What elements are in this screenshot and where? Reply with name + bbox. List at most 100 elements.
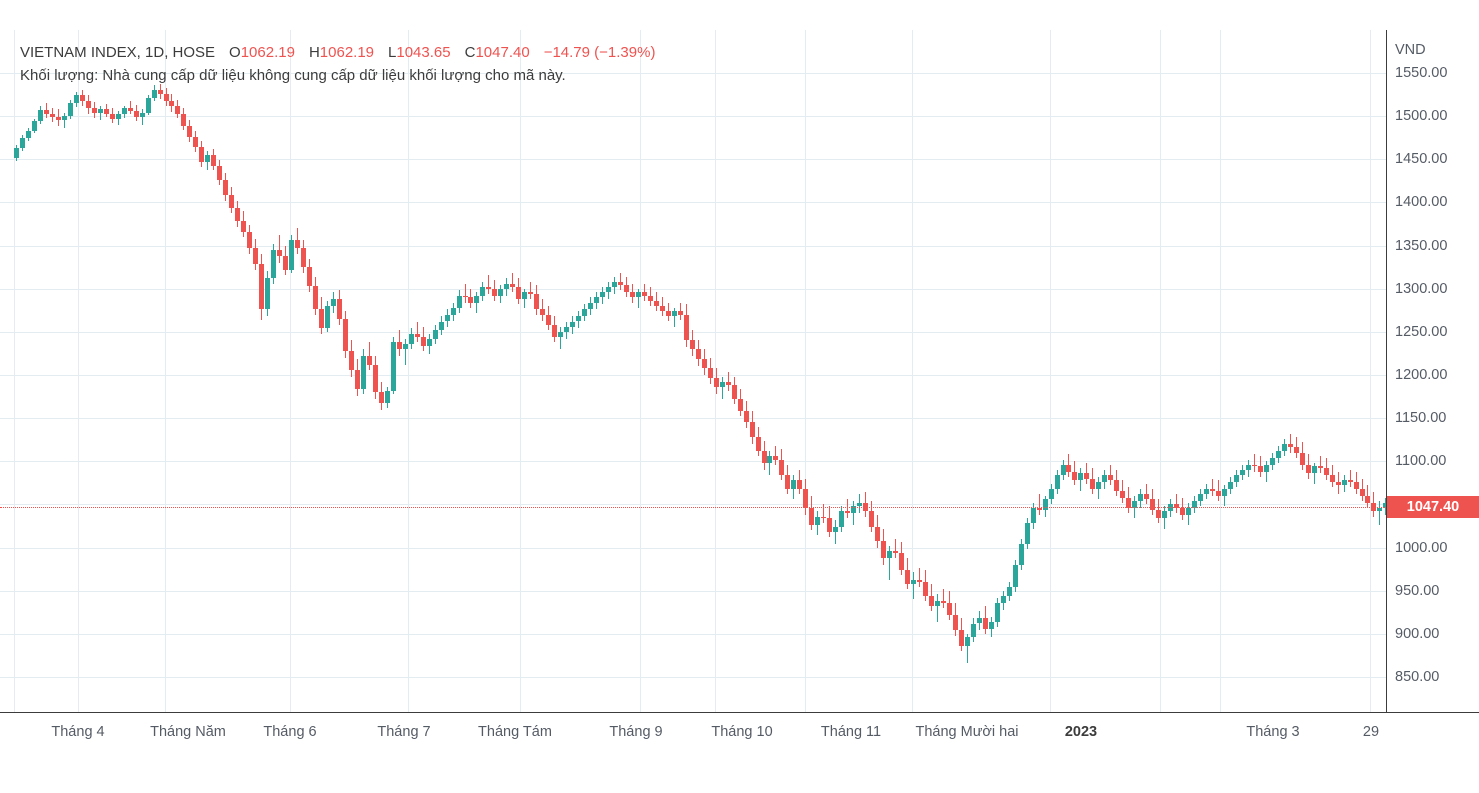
gridline-vertical (165, 30, 166, 712)
gridline-horizontal (0, 289, 1386, 290)
candle-wick (728, 371, 729, 391)
time-axis[interactable]: Tháng 4 Tháng Năm Tháng 6 Tháng 7 Tháng Tám T… (0, 713, 1479, 751)
candle-body (223, 179, 229, 195)
candle-body (301, 248, 307, 268)
price-axis-tick: 1300.00 (1395, 281, 1448, 297)
price-axis-tick: 950.00 (1395, 583, 1440, 599)
candle-body (761, 450, 767, 463)
candle-body (737, 399, 743, 412)
chart-plot-area[interactable] (0, 30, 1386, 712)
candle-body (372, 364, 378, 393)
candle-body (49, 114, 55, 117)
candle-wick (1176, 494, 1177, 514)
candle-body (498, 288, 504, 296)
candle-body (881, 540, 887, 558)
candle-body (163, 93, 169, 101)
candle-wick (417, 321, 418, 343)
price-axis-tick: 1400.00 (1395, 194, 1448, 210)
candle-body (683, 314, 689, 341)
candle-body (1317, 466, 1323, 469)
candle-body (1120, 490, 1126, 498)
candle-wick (142, 109, 143, 125)
candle-body (1299, 452, 1305, 465)
candle-wick (1260, 456, 1261, 477)
candle-body (414, 333, 420, 338)
candle-wick (1039, 494, 1040, 515)
candle-body (695, 349, 701, 360)
candle-body (510, 283, 516, 287)
candle-body (271, 249, 277, 279)
candle-wick (1314, 463, 1315, 484)
candle-wick (889, 545, 890, 581)
gridline-vertical (408, 30, 409, 712)
price-axis-tick: 1250.00 (1395, 324, 1448, 340)
time-axis-tick: Tháng 6 (263, 724, 317, 740)
candle-body (25, 130, 31, 138)
candle-wick (674, 307, 675, 327)
candle-body (1281, 444, 1287, 451)
candle-body (402, 343, 408, 350)
candle-body (1335, 481, 1341, 486)
candle-body (342, 318, 348, 351)
candle-body (127, 108, 133, 111)
candle-body (37, 110, 43, 122)
candle-body (31, 121, 37, 131)
candle-body (73, 95, 79, 104)
candle-body (875, 526, 881, 541)
candle-wick (512, 273, 513, 293)
candle-wick (369, 342, 370, 370)
candle-wick (722, 376, 723, 400)
candle-body (85, 100, 91, 109)
candle-wick (1320, 456, 1321, 474)
candle-body (169, 100, 175, 106)
candle-body (588, 302, 594, 310)
candle-wick (847, 499, 848, 519)
candle-body (241, 220, 247, 232)
candle-body (641, 292, 647, 296)
candle-body (1126, 497, 1132, 508)
candle-wick (1350, 469, 1351, 488)
candle-body (994, 602, 1000, 622)
candle-body (1210, 488, 1215, 491)
candle-body (749, 421, 755, 438)
candle-body (922, 582, 928, 596)
candle-body (1114, 480, 1120, 491)
price-axis[interactable]: VND 1550.00 1500.00 1450.00 1400.00 1350.00 1… (1387, 30, 1479, 712)
candle-body (1018, 544, 1024, 565)
candle-body (277, 249, 283, 256)
candle-body (1221, 488, 1227, 496)
candle-body (952, 614, 958, 631)
price-axis-tick: 1550.00 (1395, 65, 1448, 81)
candle-body (426, 338, 432, 346)
candle-body (492, 288, 498, 296)
candle-body (121, 108, 127, 115)
price-axis-tick: 1200.00 (1395, 367, 1448, 383)
candle-body (1227, 481, 1233, 489)
candle-body (1012, 564, 1018, 588)
candle-body (1347, 480, 1353, 482)
candle-wick (913, 571, 914, 600)
candle-body (390, 342, 396, 391)
candle-body (623, 285, 629, 293)
candle-body (336, 299, 342, 319)
candle-body (366, 356, 372, 365)
candle-wick (130, 100, 131, 115)
candle-body (869, 511, 875, 527)
candle-body (546, 314, 552, 325)
candle-body (845, 511, 851, 514)
candle-body (187, 125, 193, 137)
candle-wick (488, 274, 489, 294)
price-axis-tick: 1150.00 (1395, 410, 1447, 426)
candle-body (893, 551, 899, 553)
candle-body (1162, 511, 1168, 519)
gridline-vertical (912, 30, 913, 712)
candle-body (773, 456, 779, 460)
candle-body (1239, 469, 1245, 476)
gridline-horizontal (0, 202, 1386, 203)
candle-wick (853, 500, 854, 526)
gridline-horizontal (0, 116, 1386, 117)
candle-body (474, 295, 480, 303)
candle-body (1186, 507, 1192, 515)
candle-body (199, 147, 205, 162)
